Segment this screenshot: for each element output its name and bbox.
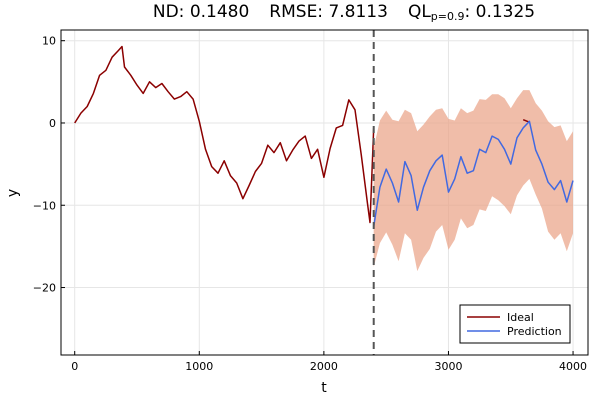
ticks-layer: 0 1000 2000 3000 4000 10 0 −10 −20 bbox=[33, 35, 587, 373]
y-tick-label-2: −10 bbox=[33, 199, 56, 212]
band-layer bbox=[373, 90, 573, 272]
chart-title: ND: 0.1480 RMSE: 7.8113 QLp=0.9: 0.1325 bbox=[153, 2, 535, 23]
plot-frame bbox=[60, 29, 589, 356]
title-ql-value: : 0.1325 bbox=[465, 2, 536, 22]
grid bbox=[61, 30, 588, 355]
series-layer bbox=[74, 45, 574, 227]
legend-label-prediction: Prediction bbox=[507, 325, 562, 338]
x-tick-label-0: 0 bbox=[71, 360, 78, 373]
title-ql-subscript: p=0.9 bbox=[431, 10, 465, 23]
y-tick-label-0: 10 bbox=[42, 35, 56, 48]
series-prediction bbox=[372, 120, 574, 227]
x-tick-label-2: 2000 bbox=[310, 360, 338, 373]
x-tick-label-1: 1000 bbox=[185, 360, 213, 373]
x-tick-label-3: 3000 bbox=[434, 360, 462, 373]
x-axis-label: t bbox=[321, 380, 327, 396]
legend-box bbox=[459, 304, 571, 344]
title-nd: ND: 0.1480 bbox=[153, 2, 249, 22]
legend: Ideal Prediction bbox=[459, 304, 571, 344]
y-tick-label-1: 0 bbox=[49, 117, 56, 130]
title-ql-prefix: QL bbox=[408, 2, 431, 22]
series-line-prediction-0 bbox=[372, 120, 574, 227]
series-line-ideal-0 bbox=[74, 45, 375, 224]
legend-label-ideal: Ideal bbox=[507, 311, 534, 324]
x-tick-label-4: 4000 bbox=[559, 360, 587, 373]
y-tick-label-3: −20 bbox=[33, 282, 56, 295]
title-rmse: RMSE: 7.8113 bbox=[269, 2, 388, 22]
prediction-interval-band bbox=[373, 90, 573, 272]
y-axis-label: y bbox=[5, 189, 21, 197]
